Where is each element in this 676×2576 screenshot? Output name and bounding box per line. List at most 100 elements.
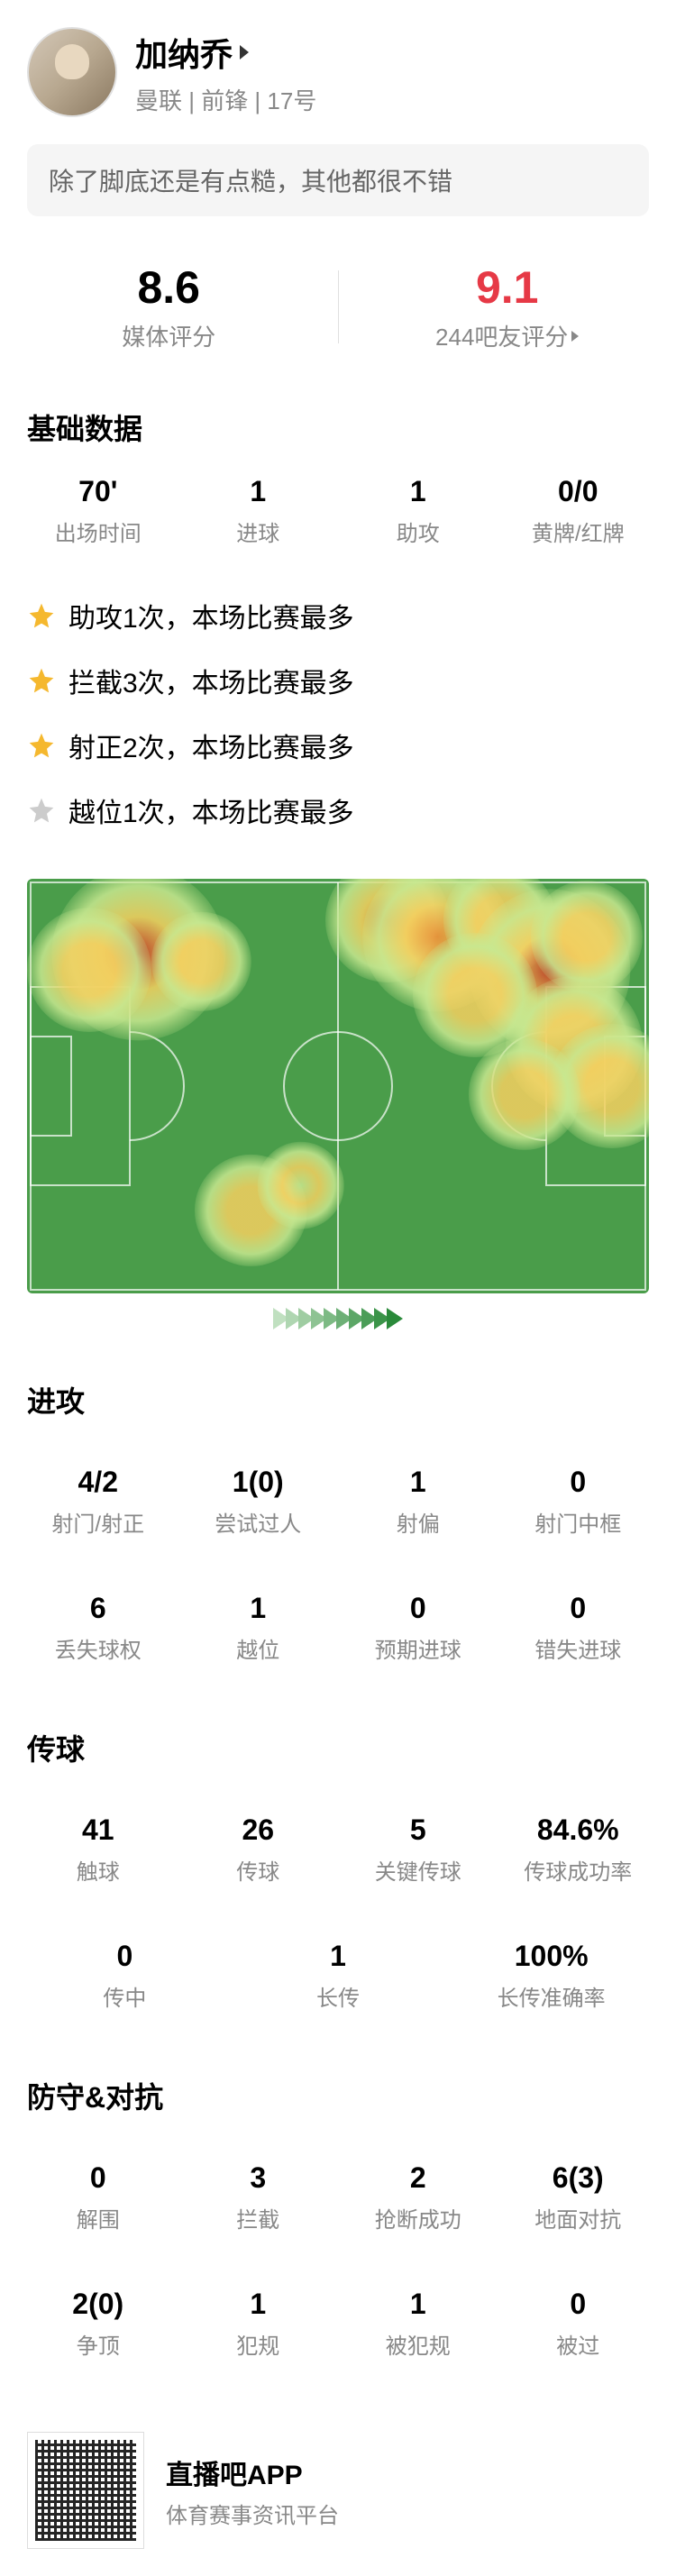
stat-value: 2(0) — [18, 2288, 178, 2321]
ratings-row: 8.6 媒体评分 9.1 244吧友评分 — [0, 243, 676, 388]
stat-value: 84.6% — [498, 1813, 659, 1847]
stat-col: 5关键传球 — [338, 1795, 498, 1904]
fans-rating-label-text: 244吧友评分 — [435, 319, 568, 352]
stat-col: 4/2 射门/射正 — [18, 1448, 178, 1556]
section-title: 进攻 — [0, 1361, 676, 1439]
stat-row: 2(0)争顶1 犯规1 被犯规0 被过 — [0, 2261, 676, 2387]
stat-value: 1(0) — [178, 1466, 339, 1499]
highlight-text: 越位1次，本场比赛最多 — [69, 790, 354, 830]
stat-label: 越位 — [178, 1632, 339, 1664]
heatmap-container — [27, 879, 649, 1343]
stat-label: 传球成功率 — [498, 1854, 659, 1886]
stat-value: 2 — [338, 2161, 498, 2195]
player-name: 加纳乔 — [135, 29, 233, 76]
stat-value: 1 — [178, 2288, 339, 2321]
section-title: 传球 — [0, 1709, 676, 1786]
stat-value: 4/2 — [18, 1466, 178, 1499]
arrow-chevron-icon — [387, 1308, 403, 1329]
player-avatar[interactable] — [27, 27, 117, 117]
stat-label: 长传 — [232, 1980, 445, 2012]
fans-rating-label: 244吧友评分 — [435, 319, 579, 352]
stat-value: 0 — [498, 2288, 659, 2321]
star-icon — [27, 601, 56, 630]
stat-col: 0 被过 — [498, 2270, 659, 2378]
stat-label: 触球 — [18, 1854, 178, 1886]
basic-title: 基础数据 — [0, 388, 676, 466]
stat-value: 5 — [338, 1813, 498, 1847]
stat-col: 1 射偏 — [338, 1448, 498, 1556]
media-rating-value: 8.6 — [0, 261, 338, 314]
heat-blob — [151, 912, 251, 1011]
stat-row: 4/2 射门/射正1(0)尝试过人1 射偏0 射门中框 — [0, 1439, 676, 1565]
app-footer[interactable]: 直播吧APP 体育赛事资讯平台 — [0, 2405, 676, 2576]
stat-col: 2抢断成功 — [338, 2143, 498, 2252]
stat-col: 0 射门中框 — [498, 1448, 659, 1556]
stat-row: 6丢失球权1越位0预期进球0错失进球 — [0, 1565, 676, 1691]
stat-value: 3 — [178, 2161, 339, 2195]
stat-col: 84.6% 传球成功率 — [498, 1795, 659, 1904]
highlight-row: 助攻1次，本场比赛最多 — [27, 583, 649, 648]
stat-value: 6 — [18, 1592, 178, 1625]
stat-col: 6(3)地面对抗 — [498, 2143, 659, 2252]
chevron-right-icon — [240, 45, 249, 59]
stat-label: 出场时间 — [18, 516, 178, 547]
stat-section: 防守&对抗0解围3拦截2抢断成功6(3)地面对抗2(0)争顶1犯规1被犯规0被过 — [0, 2057, 676, 2405]
pitch-heatmap — [27, 879, 649, 1293]
stat-label: 射偏 — [338, 1506, 498, 1538]
chevron-right-icon — [571, 331, 579, 342]
stat-col: 1(0)尝试过人 — [178, 1448, 339, 1556]
stat-label: 进球 — [178, 516, 339, 547]
stat-label: 长传准确率 — [444, 1980, 658, 2012]
heat-blob — [469, 1038, 580, 1150]
highlight-row: 射正2次，本场比赛最多 — [27, 713, 649, 778]
stat-col: 6 丢失球权 — [18, 1574, 178, 1682]
stat-label: 拦截 — [178, 2202, 339, 2233]
stat-col: 1 犯规 — [178, 2270, 339, 2378]
stat-label: 丢失球权 — [18, 1632, 178, 1664]
stat-col: 100%长传准确率 — [444, 1922, 658, 2030]
heat-blob — [531, 881, 643, 992]
stat-col: 1 进球 — [178, 475, 339, 547]
fans-rating-value: 9.1 — [339, 261, 676, 314]
stat-col: 0 预期进球 — [338, 1574, 498, 1682]
stat-value: 1 — [338, 1466, 498, 1499]
stat-col: 0解围 — [18, 2143, 178, 2252]
stat-col: 0/0黄牌/红牌 — [498, 475, 659, 547]
stat-section: 传球41触球26传球5关键传球84.6%传球成功率0传中1长传100%长传准确率 — [0, 1709, 676, 2057]
qr-code — [27, 2432, 144, 2549]
stat-value: 6(3) — [498, 2161, 659, 2195]
stat-value: 41 — [18, 1813, 178, 1847]
stat-col: 0错失进球 — [498, 1574, 659, 1682]
star-icon — [27, 796, 56, 825]
stat-label: 预期进球 — [338, 1632, 498, 1664]
stat-col: 2(0)争顶 — [18, 2270, 178, 2378]
footer-text: 直播吧APP 体育赛事资讯平台 — [166, 2453, 649, 2529]
stat-value: 1 — [178, 475, 339, 508]
stat-value: 1 — [232, 1940, 445, 1973]
user-comment: 除了脚底还是有点糙，其他都很不错 — [27, 144, 649, 216]
stat-value: 26 — [178, 1813, 339, 1847]
fans-rating[interactable]: 9.1 244吧友评分 — [339, 261, 676, 352]
stat-value: 70' — [18, 475, 178, 508]
footer-sub: 体育赛事资讯平台 — [166, 2498, 649, 2529]
stat-row: 41 触球26 传球5关键传球84.6% 传球成功率 — [0, 1786, 676, 1913]
stat-label: 犯规 — [178, 2328, 339, 2360]
stat-label: 被过 — [498, 2328, 659, 2360]
stat-col: 3 拦截 — [178, 2143, 339, 2252]
stat-value: 0 — [18, 1940, 232, 1973]
stat-label: 传中 — [18, 1980, 232, 2012]
stat-label: 助攻 — [338, 516, 498, 547]
player-name-row[interactable]: 加纳乔 — [135, 29, 649, 76]
stat-col: 41 触球 — [18, 1795, 178, 1904]
stat-value: 1 — [338, 475, 498, 508]
highlights-list: 助攻1次，本场比赛最多拦截3次，本场比赛最多射正2次，本场比赛最多越位1次，本场… — [0, 574, 676, 879]
stat-label: 射门/射正 — [18, 1506, 178, 1538]
stat-value: 0 — [338, 1592, 498, 1625]
stat-value: 0/0 — [498, 475, 659, 508]
stat-label: 被犯规 — [338, 2328, 498, 2360]
stat-row: 0解围3 拦截2抢断成功6(3)地面对抗 — [0, 2134, 676, 2261]
stat-label: 传球 — [178, 1854, 339, 1886]
stat-section: 进攻4/2射门/射正1(0)尝试过人1射偏0射门中框6丢失球权1越位0预期进球0… — [0, 1361, 676, 1709]
stat-value: 0 — [498, 1466, 659, 1499]
stat-label: 射门中框 — [498, 1506, 659, 1538]
